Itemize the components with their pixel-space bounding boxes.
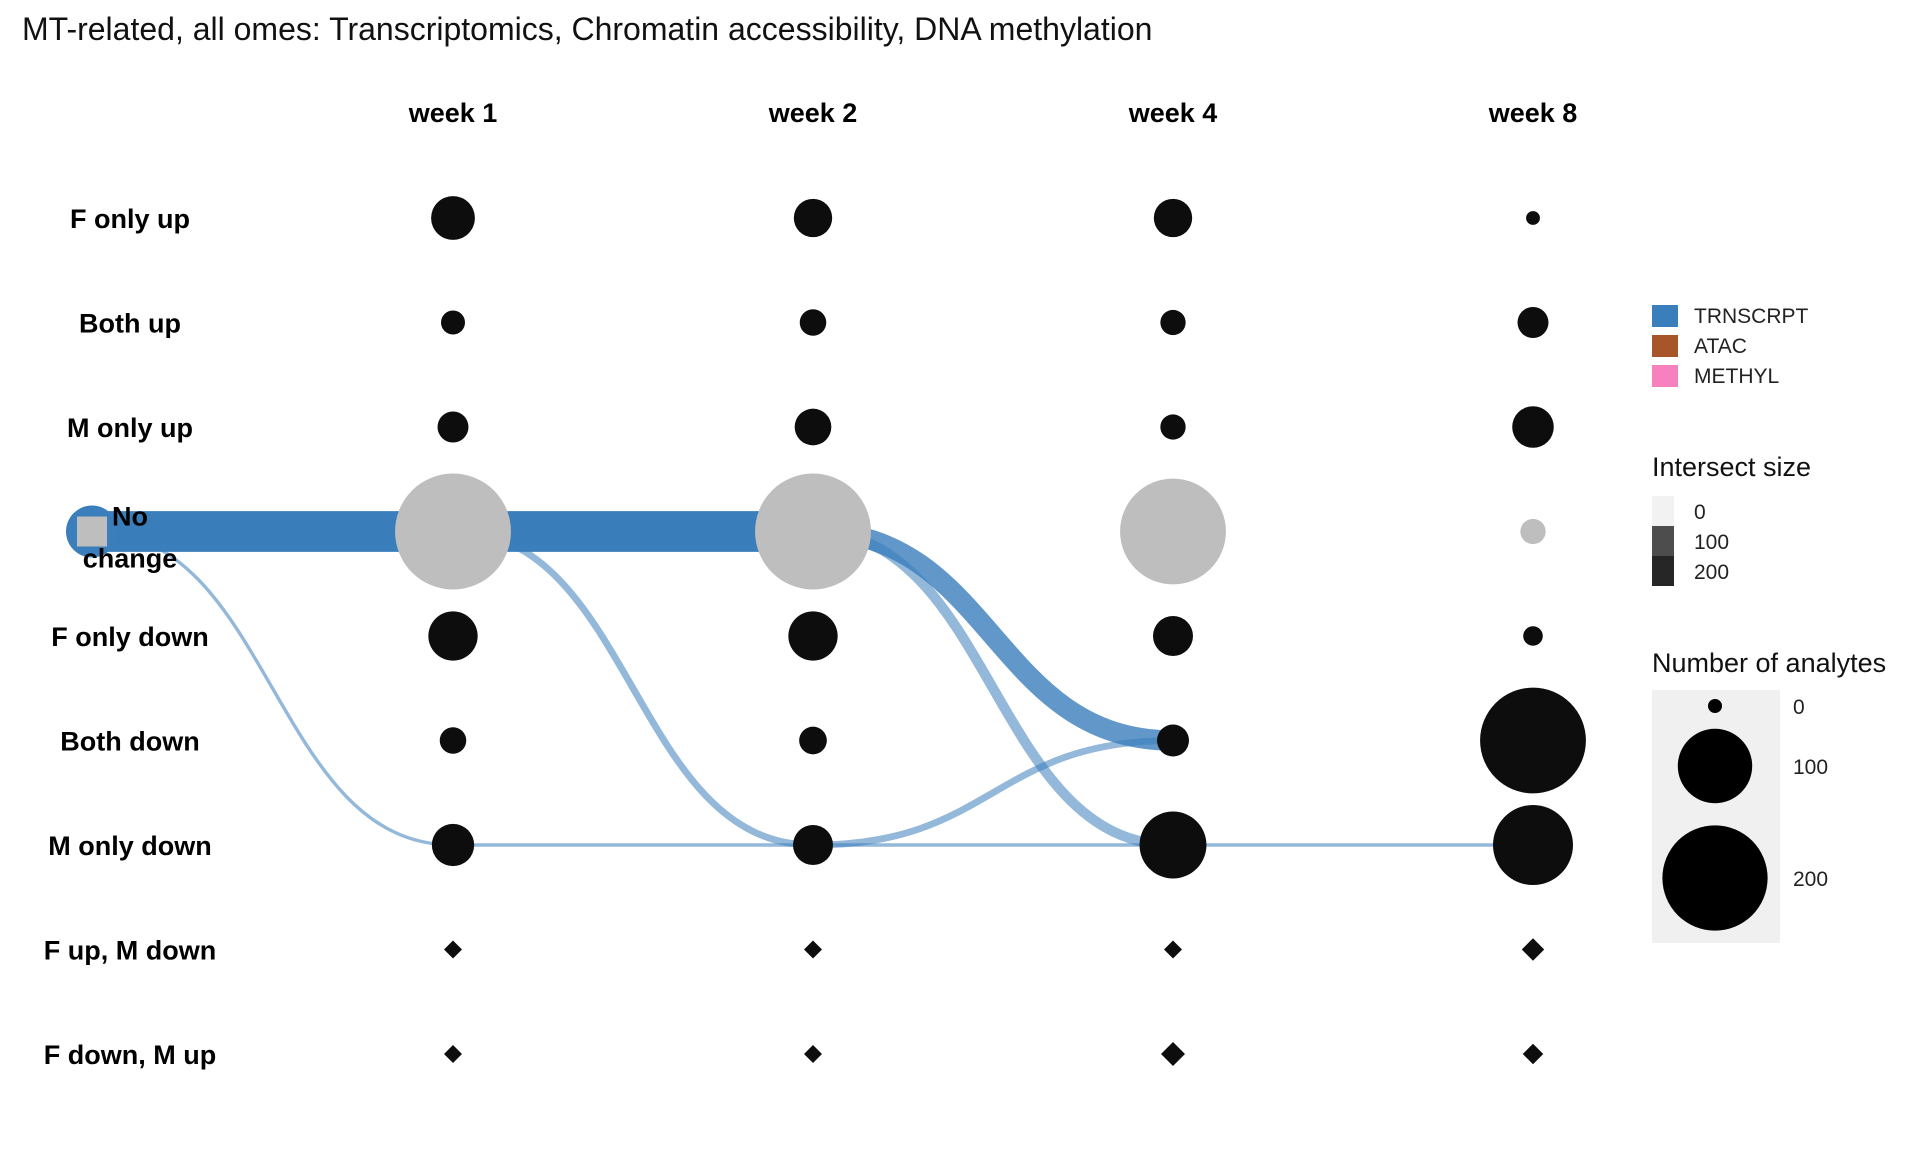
node-week-4-m-only-up (1160, 414, 1186, 440)
row-label-f-only-down: F only down (51, 622, 208, 652)
ome-legend: TRNSCRPT ATAC METHYL (1652, 305, 1809, 388)
flow-trnscrpt-5 (91, 529, 1533, 847)
node-week-8-f-only-up (1526, 211, 1540, 225)
node-week-1-f-up-m-down (444, 940, 462, 959)
week-label-week-4: week 4 (1128, 98, 1218, 128)
node-week-2-f-down-m-up (804, 1045, 822, 1063)
node-week-2-f-only-up (793, 198, 833, 238)
size-key-100 (1677, 728, 1753, 804)
start-node (66, 505, 118, 558)
week-label-week-8: week 8 (1488, 98, 1578, 128)
row-label-f-up-m-down: F up, M down (44, 936, 216, 966)
chart-title: MT-related, all omes: Transcriptomics, C… (22, 11, 1152, 47)
row-label-m-only-up: M only up (67, 413, 193, 443)
node-week-4-f-up-m-down (1164, 940, 1182, 959)
intersect-legend-title: Intersect size (1652, 452, 1811, 482)
ome-label-methyl: METHYL (1694, 365, 1779, 388)
node-week-8-f-down-m-up (1522, 1043, 1544, 1065)
node-week-2-both-up (799, 309, 827, 336)
node-week-2-both-down (799, 726, 827, 755)
size-label-100: 100 (1793, 756, 1828, 779)
size-key-0 (1708, 699, 1722, 713)
row-label-both-down: Both down (60, 727, 199, 757)
node-week-2-m-only-up (794, 408, 832, 446)
node-week-1-no-change (395, 473, 511, 590)
flow-trnscrpt-4 (92, 528, 1174, 849)
size-label-0: 0 (1793, 696, 1805, 719)
ome-key-methyl (1652, 365, 1678, 387)
row-label-f-only-up: F only up (70, 204, 190, 234)
state-nodes (395, 196, 1586, 1066)
node-week-8-m-only-down (1493, 805, 1573, 885)
node-week-2-f-only-down (788, 611, 838, 661)
ome-key-atac (1652, 335, 1678, 357)
node-week-1-m-only-down (431, 823, 475, 867)
node-week-1-f-only-up (431, 196, 475, 240)
row-label-both-up: Both up (79, 309, 181, 339)
node-week-2-m-only-down (793, 825, 833, 865)
node-week-4-m-only-down (1139, 811, 1207, 879)
row-label-m-only-down: M only down (48, 831, 211, 861)
ome-label-atac: ATAC (1694, 335, 1747, 358)
intersect-key-100 (1652, 526, 1674, 556)
row-label-no-change: No change (83, 502, 178, 574)
node-week-4-f-only-down (1153, 616, 1193, 656)
intersect-label-200: 200 (1694, 561, 1729, 584)
node-week-4-both-down (1157, 724, 1189, 757)
week-labels: week 1 week 2 week 4 week 8 (408, 98, 1578, 128)
node-week-4-f-only-up (1153, 198, 1193, 238)
node-week-4-no-change (1120, 478, 1226, 585)
intersect-label-100: 100 (1694, 531, 1729, 554)
node-week-1-both-down (439, 727, 467, 754)
row-label-f-down-m-up: F down, M up (44, 1040, 216, 1070)
node-week-8-both-up (1517, 307, 1549, 338)
node-week-4-both-up (1160, 309, 1186, 336)
start-node-square (77, 516, 107, 547)
node-week-1-f-only-down (428, 611, 478, 661)
node-week-8-both-down (1480, 687, 1586, 794)
node-week-8-f-only-down (1523, 626, 1543, 646)
row-labels: F only up Both up M only up No change F only … (44, 204, 216, 1070)
analyte-count-legend: Number of analytes 0 100 200 (1652, 648, 1886, 943)
node-week-1-m-only-up (437, 411, 469, 443)
intersect-key-200 (1652, 556, 1674, 586)
node-week-8-no-change (1520, 518, 1546, 545)
row-label-line: No (112, 502, 148, 532)
size-key-200 (1662, 825, 1768, 931)
size-label-200: 200 (1793, 868, 1828, 891)
node-week-4-f-down-m-up (1161, 1042, 1185, 1066)
row-label-line: change (83, 544, 178, 574)
week-label-week-2: week 2 (768, 98, 858, 128)
ome-label-trnscrpt: TRNSCRPT (1694, 305, 1809, 328)
node-week-1-both-up (441, 310, 465, 335)
node-week-8-m-only-up (1512, 406, 1554, 448)
size-legend-title: Number of analytes (1652, 648, 1886, 678)
node-week-8-f-up-m-down (1521, 938, 1545, 961)
ome-key-trnscrpt (1652, 305, 1678, 327)
node-week-2-f-up-m-down (804, 940, 822, 959)
week-label-week-1: week 1 (408, 98, 498, 128)
node-week-1-f-down-m-up (444, 1045, 462, 1063)
intersect-key-0 (1652, 496, 1674, 526)
node-week-2-no-change (755, 473, 871, 590)
intersect-size-legend: Intersect size 0 100 200 (1652, 452, 1811, 586)
intersect-label-0: 0 (1694, 501, 1706, 524)
